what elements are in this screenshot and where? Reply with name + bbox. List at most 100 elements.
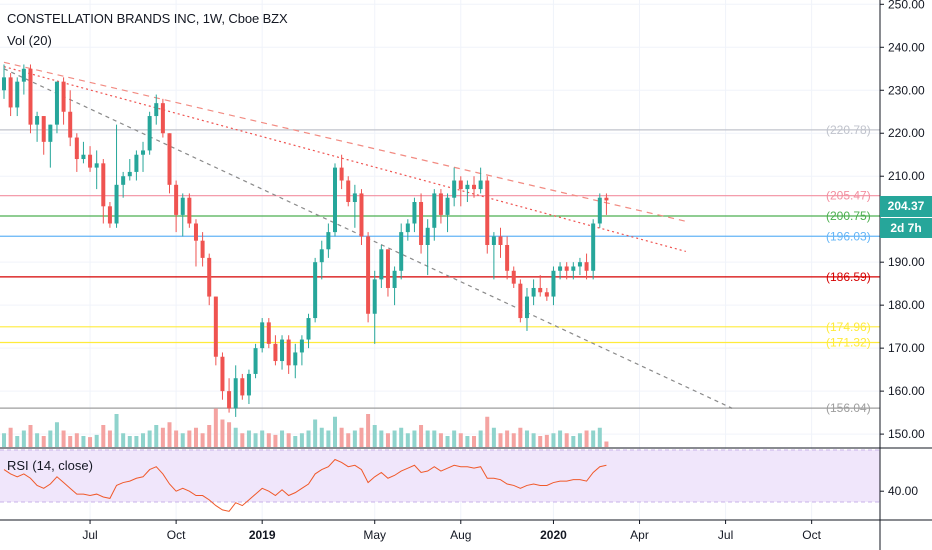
candle-body[interactable]: [465, 184, 470, 190]
candle-body[interactable]: [306, 318, 311, 340]
candle-body[interactable]: [246, 373, 251, 396]
candle-body[interactable]: [326, 232, 331, 250]
candle-body[interactable]: [35, 116, 40, 125]
candle-body[interactable]: [220, 356, 225, 392]
candle-body[interactable]: [412, 202, 417, 224]
candle-body[interactable]: [74, 137, 79, 160]
candle-body[interactable]: [339, 167, 344, 181]
candle-body[interactable]: [313, 262, 318, 319]
candle-body[interactable]: [511, 270, 516, 284]
candle-body[interactable]: [333, 167, 337, 233]
candle-body[interactable]: [524, 296, 529, 319]
candle-body[interactable]: [48, 124, 53, 142]
price-axis-label: 210.00: [888, 169, 925, 183]
candle-body[interactable]: [551, 270, 556, 297]
candle-body[interactable]: [584, 262, 589, 271]
candle-body[interactable]: [558, 266, 563, 271]
candle-body[interactable]: [54, 81, 59, 125]
candle-body[interactable]: [154, 103, 159, 117]
candle-body[interactable]: [101, 163, 106, 207]
candle-body[interactable]: [299, 339, 304, 353]
candle-body[interactable]: [379, 249, 384, 280]
candle-body[interactable]: [180, 197, 185, 215]
candle-body[interactable]: [425, 227, 430, 245]
volume-bar: [544, 434, 549, 447]
candle-body[interactable]: [399, 232, 404, 271]
candle-body[interactable]: [200, 240, 205, 258]
candle-body[interactable]: [213, 296, 218, 357]
candle-body[interactable]: [61, 81, 66, 112]
candle-body[interactable]: [577, 262, 582, 267]
candle-body[interactable]: [193, 223, 198, 241]
candle-body[interactable]: [81, 154, 86, 160]
candle-body[interactable]: [452, 180, 457, 198]
candle-body[interactable]: [591, 223, 596, 271]
candle-body[interactable]: [405, 223, 410, 233]
candle-body[interactable]: [498, 236, 503, 245]
candle-body[interactable]: [147, 116, 152, 151]
candle-body[interactable]: [597, 197, 602, 224]
candle-body[interactable]: [233, 378, 238, 409]
candle-body[interactable]: [28, 68, 33, 125]
candle-body[interactable]: [68, 111, 73, 138]
candle-body[interactable]: [160, 103, 165, 134]
candle-body[interactable]: [571, 266, 576, 271]
candle-body[interactable]: [505, 244, 510, 271]
candle-body[interactable]: [107, 206, 112, 224]
candle-body[interactable]: [253, 348, 258, 374]
volume-bar: [121, 433, 126, 447]
candle-body[interactable]: [359, 193, 364, 237]
candle-body[interactable]: [366, 236, 371, 314]
candle-body[interactable]: [266, 322, 271, 344]
candle-body[interactable]: [88, 154, 93, 168]
candle-body[interactable]: [273, 343, 278, 362]
candle-body[interactable]: [227, 391, 232, 409]
candle-body[interactable]: [41, 116, 46, 142]
candle-body[interactable]: [392, 270, 397, 288]
candle-body[interactable]: [134, 154, 139, 172]
candle-body[interactable]: [260, 322, 265, 349]
candle-body[interactable]: [544, 292, 549, 297]
candle-body[interactable]: [491, 236, 496, 245]
candle-body[interactable]: [280, 339, 285, 362]
candle-body[interactable]: [438, 193, 443, 215]
candle-body[interactable]: [564, 266, 569, 271]
candle-body[interactable]: [531, 287, 536, 297]
candle-body[interactable]: [485, 180, 490, 245]
candle-body[interactable]: [121, 176, 126, 185]
candle-body[interactable]: [94, 163, 99, 168]
candle-body[interactable]: [114, 184, 119, 224]
candle-body[interactable]: [478, 180, 483, 190]
candle-body[interactable]: [15, 81, 20, 108]
candle-body[interactable]: [167, 133, 172, 185]
candle-body[interactable]: [538, 287, 543, 293]
candle-body[interactable]: [352, 193, 357, 203]
candle-body[interactable]: [187, 197, 192, 224]
candle-body[interactable]: [293, 352, 298, 366]
price-level-label: (186.59): [826, 270, 871, 284]
candle-body[interactable]: [432, 193, 437, 228]
volume-bar: [21, 430, 26, 447]
candle-body[interactable]: [372, 279, 377, 314]
candle-body[interactable]: [319, 249, 324, 263]
candle-body[interactable]: [518, 283, 523, 319]
candle-body[interactable]: [2, 77, 6, 91]
candle-body[interactable]: [240, 378, 245, 396]
candlesticks[interactable]: [2, 64, 609, 417]
candle-body[interactable]: [8, 77, 13, 108]
candle-body[interactable]: [604, 197, 609, 201]
candle-body[interactable]: [21, 68, 26, 82]
candle-body[interactable]: [141, 150, 146, 155]
candle-body[interactable]: [419, 202, 424, 245]
time-axis-label: May: [363, 528, 386, 542]
candle-body[interactable]: [385, 249, 390, 288]
candle-body[interactable]: [458, 180, 463, 190]
candle-body[interactable]: [445, 197, 450, 215]
candle-body[interactable]: [207, 257, 212, 297]
candle-body[interactable]: [472, 184, 477, 190]
candle-body[interactable]: [286, 339, 291, 366]
candle-body[interactable]: [127, 171, 132, 177]
candle-body[interactable]: [174, 184, 179, 215]
candle-body[interactable]: [346, 180, 351, 203]
